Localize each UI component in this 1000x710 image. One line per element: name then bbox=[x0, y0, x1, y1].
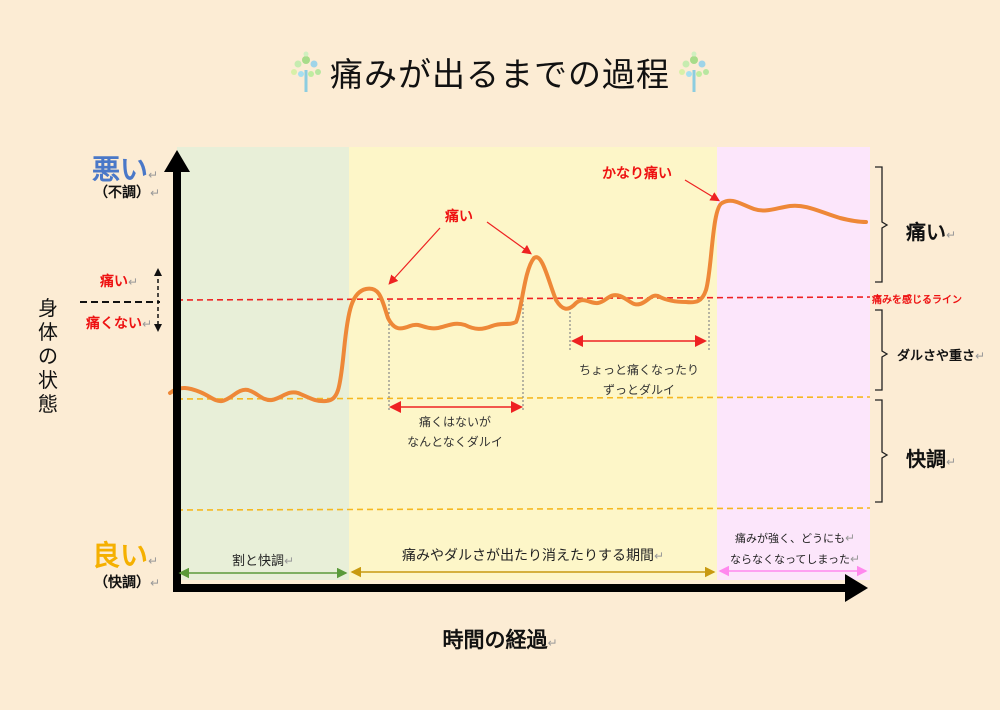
right-label-dull: ダルさや重さ↵ bbox=[897, 349, 986, 364]
phase-2-label: 痛みやダルさが出たり消えたりする期間↵ bbox=[401, 548, 665, 564]
tree-icon bbox=[291, 51, 321, 92]
tree-icon bbox=[679, 51, 709, 92]
annotation-onoff: ちょっと痛くなったり ずっとダルイ bbox=[578, 363, 699, 397]
right-label-pain: 痛い↵ bbox=[906, 220, 957, 244]
y-axis-bottom-sub: （快調）↵ bbox=[94, 575, 161, 591]
phase-1-bg bbox=[177, 147, 349, 580]
brace-good bbox=[875, 399, 889, 503]
phase-3-bg bbox=[717, 147, 870, 580]
body-condition-curve bbox=[168, 198, 868, 404]
annotation-severe-pain: かなり痛い bbox=[602, 166, 672, 182]
x-axis-title: 時間の経過↵ bbox=[442, 628, 558, 652]
page-title: 痛みが出るまでの過程 bbox=[0, 48, 1000, 102]
right-label-pain-line: 痛みを感じるライン bbox=[872, 295, 962, 306]
y-axis-bottom-label: 良い↵ bbox=[92, 539, 159, 572]
pain-threshold-line bbox=[176, 296, 871, 301]
good-upper-line bbox=[176, 396, 871, 400]
y-axis-top-sub: （不調）↵ bbox=[94, 185, 161, 201]
good-lower-line bbox=[176, 507, 871, 511]
phase-2-bg bbox=[349, 147, 717, 580]
annotation-pain: 痛い bbox=[445, 209, 473, 225]
brace-dull bbox=[875, 309, 889, 391]
phase-1-label: 割と快調↵ bbox=[231, 554, 295, 569]
y-axis-arrowhead bbox=[164, 150, 190, 172]
y-axis-top-label: 悪い↵ bbox=[92, 153, 159, 186]
x-axis-arrowhead bbox=[845, 574, 868, 602]
y-axis-title: 身体の状態 bbox=[38, 296, 58, 416]
brace-pain bbox=[875, 166, 889, 283]
no-pain-indicator-label: 痛くない↵ bbox=[86, 316, 153, 332]
pain-indicator-label: 痛い↵ bbox=[100, 274, 139, 290]
annotation-dull: 痛くはないが なんとなくダルイ bbox=[407, 415, 503, 449]
right-label-good: 快調↵ bbox=[906, 447, 957, 471]
title-text: 痛みが出るまでの過程 bbox=[330, 55, 670, 94]
phase-3-label: 痛みが強く、どうにも↵ ならなくなってしまった↵ bbox=[729, 531, 861, 566]
